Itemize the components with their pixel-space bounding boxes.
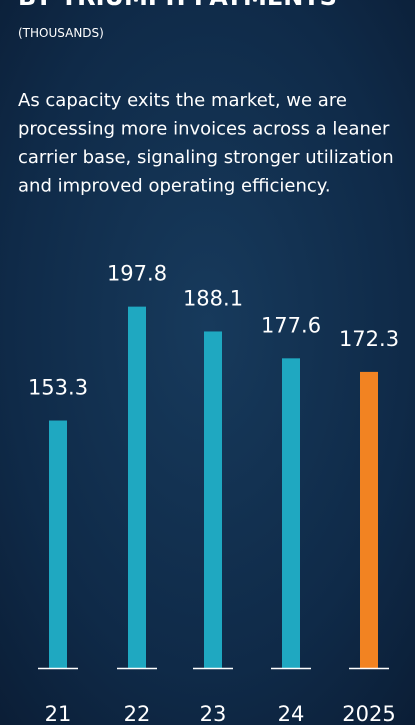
bar: [128, 306, 146, 668]
bar: [282, 358, 300, 668]
value-label: 197.8: [107, 262, 167, 286]
bar: [49, 420, 67, 668]
description-line: processing more invoices across a leaner: [18, 119, 390, 140]
description: As capacity exits the market, we are proc…: [18, 90, 394, 197]
x-tick-label: 22: [124, 702, 151, 725]
value-label: 188.1: [183, 286, 243, 310]
description-line: and improved operating efficiency.: [18, 176, 331, 197]
description-line: As capacity exits the market, we are: [18, 90, 347, 111]
value-label: 153.3: [28, 376, 88, 400]
chart-subtitle: (THOUSANDS): [18, 26, 104, 40]
value-label: 172.3: [339, 327, 399, 351]
bar: [204, 331, 222, 668]
x-tick-label: 21: [45, 702, 72, 725]
x-tick-label: 24: [278, 702, 305, 725]
chart-title: BY TRIUMPH PAYMENTS: [18, 0, 337, 11]
x-tick-label: 2025: [342, 702, 395, 725]
bar: [360, 371, 378, 668]
value-label: 177.6: [261, 313, 321, 337]
description-line: carrier base, signaling stronger utiliza…: [18, 147, 394, 168]
x-tick-label: 23: [200, 702, 227, 725]
